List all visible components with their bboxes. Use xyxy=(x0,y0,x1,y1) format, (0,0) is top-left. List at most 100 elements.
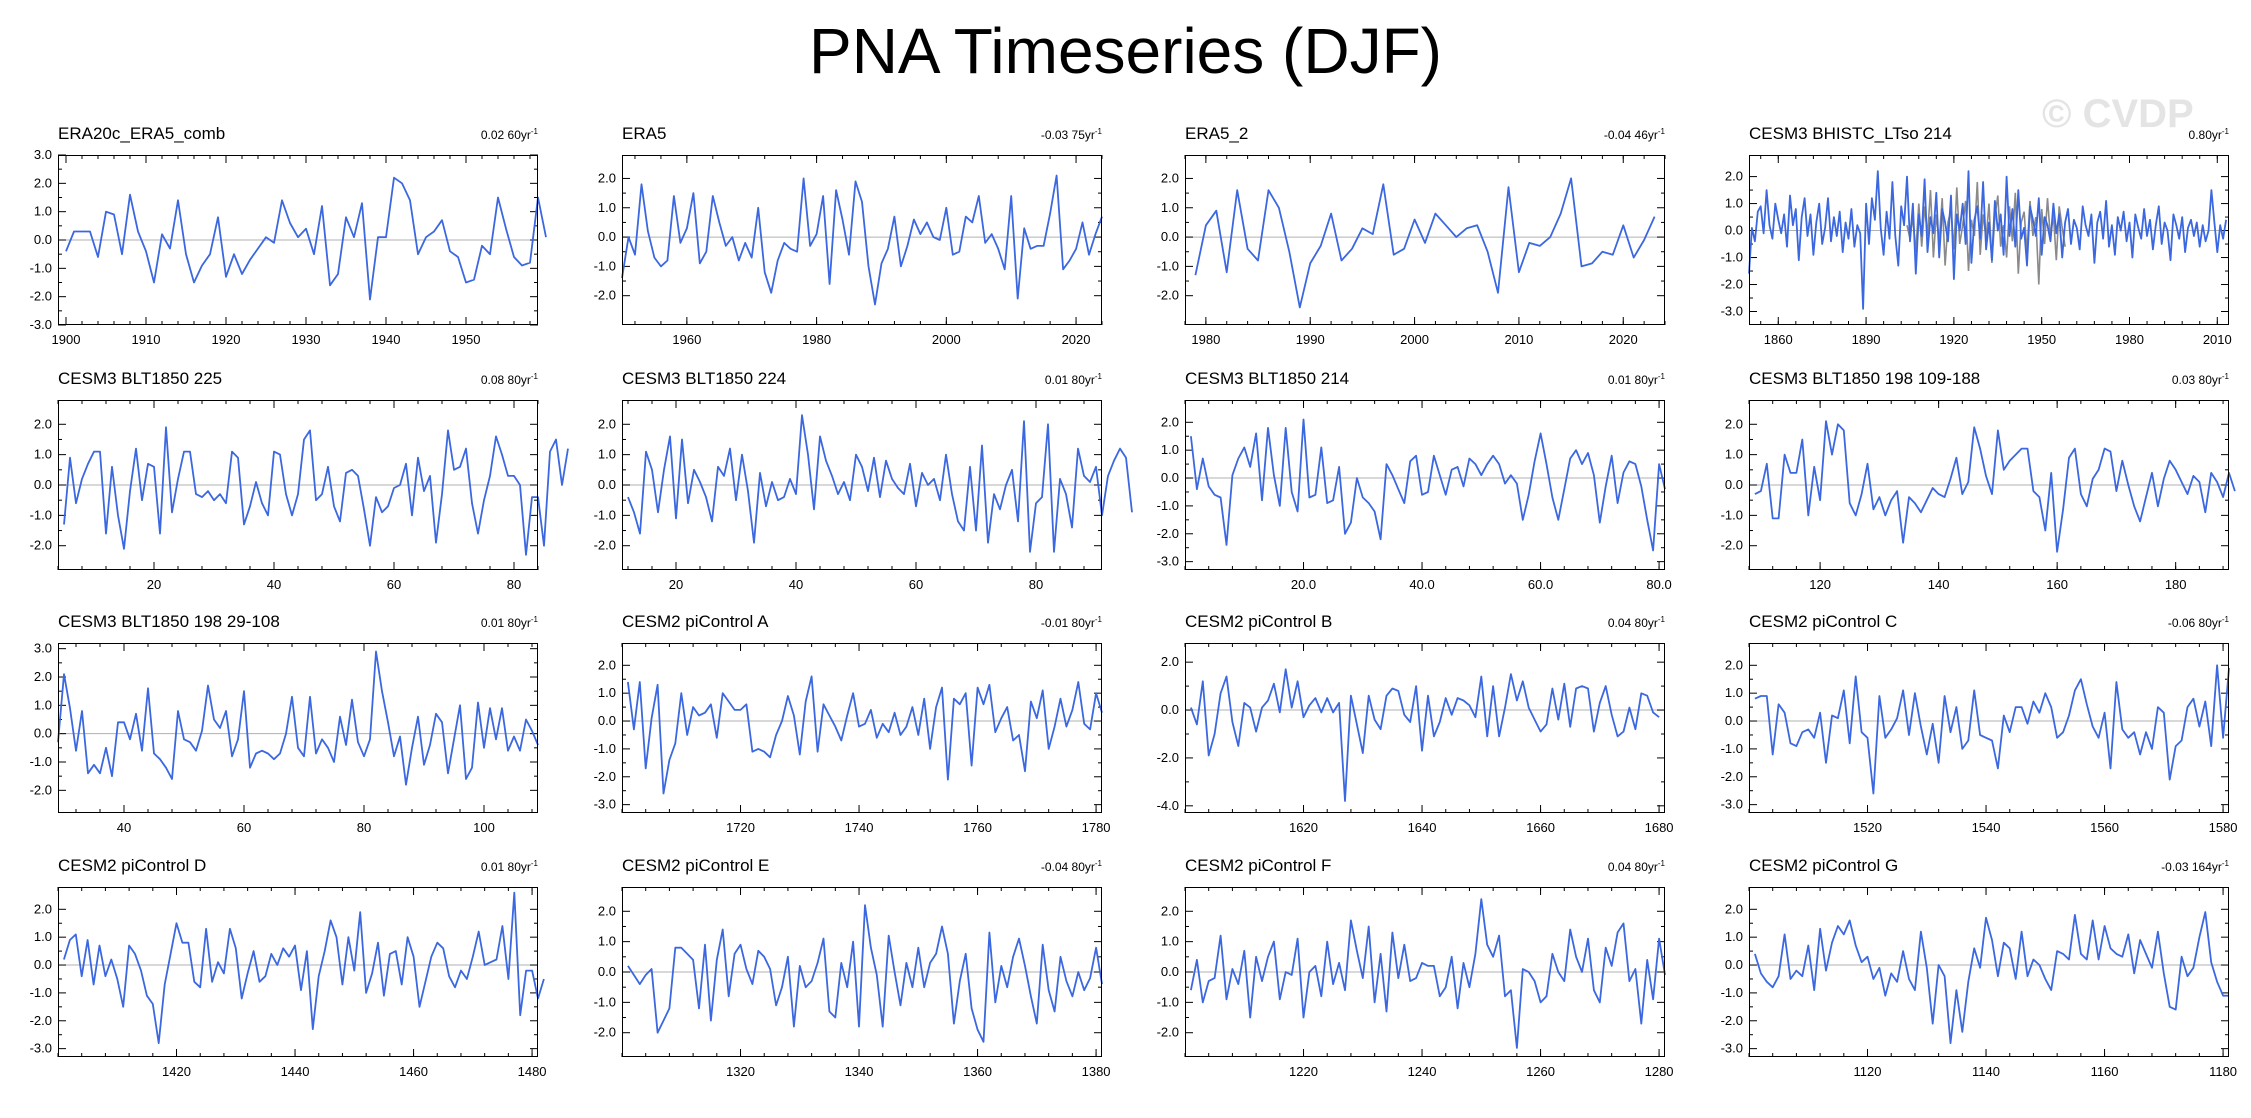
y-tick-label: -1.0 xyxy=(30,985,52,1000)
y-tick-label: 0.0 xyxy=(1725,957,1743,972)
y-tick-label: 1.0 xyxy=(1725,196,1743,211)
x-tick-label: 60 xyxy=(237,820,251,835)
y-tick-label: 1.0 xyxy=(34,929,52,944)
x-tick-label: 1540 xyxy=(1972,820,2001,835)
y-tick-label: -1.0 xyxy=(1721,741,1743,756)
x-tick-label: 1980 xyxy=(1191,332,1220,347)
timeseries-panel: 2.0 1.0 0.0 -1.0 -2.0 1320 1340 1360 1380 xyxy=(594,887,1111,1079)
y-tick-label: 1.0 xyxy=(1161,442,1179,457)
y-tick-label: -3.0 xyxy=(30,1041,52,1056)
panel-frame xyxy=(58,887,538,1057)
series-line xyxy=(65,176,547,301)
panel-trend-exponent: -1 xyxy=(1657,372,1665,381)
x-tick-label: 1420 xyxy=(162,1064,191,1079)
y-tick-label: 0.0 xyxy=(34,477,52,492)
y-tick-label: 0.0 xyxy=(1161,964,1179,979)
panel-trend-exponent: -1 xyxy=(1094,372,1102,381)
panel-title: CESM2 piControl E xyxy=(622,856,770,875)
x-tick-label: 100 xyxy=(473,820,495,835)
x-tick-label: 140 xyxy=(1928,577,1950,592)
timeseries-panel: 2.0 1.0 0.0 -1.0 -2.0 120 140 160 180 xyxy=(1721,400,2236,592)
panel-trend-value: 0.04 80yr xyxy=(1607,860,1658,874)
panel-title: CESM2 piControl B xyxy=(1185,612,1333,631)
y-tick-label: 1.0 xyxy=(1161,200,1179,215)
x-tick-label: 2020 xyxy=(1609,332,1638,347)
x-tick-label: 60 xyxy=(909,577,923,592)
panel-frame xyxy=(1185,887,1665,1057)
series-line xyxy=(57,650,539,786)
y-tick-label: -2.0 xyxy=(1721,769,1743,784)
series-line xyxy=(1190,898,1666,1049)
x-tick-label: 1140 xyxy=(1972,1064,2000,1079)
panel-trend-exponent: -1 xyxy=(1094,615,1102,624)
y-tick-label: 0.0 xyxy=(598,229,616,244)
panel-title: CESM2 piControl G xyxy=(1749,856,1899,875)
panel-trend-value: -0.04 80yr xyxy=(1040,860,1095,874)
timeseries-panel: 2.0 1.0 0.0 -1.0 -2.0 -3.0 1120 1140 1160 1180 xyxy=(1721,887,2237,1079)
y-tick-label: -2.0 xyxy=(1721,538,1743,553)
panel-trend: 0.08 80yr-1 xyxy=(481,372,538,387)
y-tick-label: 1.0 xyxy=(1161,934,1179,949)
x-tick-label: 160 xyxy=(2046,577,2068,592)
y-tick-label: -3.0 xyxy=(1721,1041,1743,1056)
panel-trend: -0.06 80yr-1 xyxy=(2168,615,2229,630)
y-tick-label: -2.0 xyxy=(1157,288,1179,303)
y-tick-label: -2.0 xyxy=(594,288,616,303)
y-tick-label: 0.0 xyxy=(598,964,616,979)
x-tick-label: 1440 xyxy=(281,1064,310,1079)
panel-title: CESM2 piControl C xyxy=(1749,612,1898,631)
panel-frame xyxy=(622,887,1102,1057)
panel-frame xyxy=(622,155,1102,325)
panel-frame xyxy=(1749,400,2229,570)
y-tick-label: 2.0 xyxy=(34,901,52,916)
series-line xyxy=(1748,170,2227,310)
series-line xyxy=(627,675,1103,795)
y-tick-label: -2.0 xyxy=(30,538,52,553)
panel-trend-value: -0.01 80yr xyxy=(1040,616,1095,630)
y-tick-label: -2.0 xyxy=(30,289,52,304)
panel-title: CESM2 piControl D xyxy=(58,856,207,875)
y-tick-label: -2.0 xyxy=(30,1013,52,1028)
y-tick-label: 1.0 xyxy=(1725,447,1743,462)
series-line xyxy=(621,174,1103,306)
y-tick-label: 2.0 xyxy=(34,669,52,684)
panel-frame xyxy=(58,155,538,325)
panel-title: CESM3 BHISTC_LTso 214 xyxy=(1749,124,1952,143)
x-tick-label: 2000 xyxy=(932,332,961,347)
panel-trend-value: -0.03 75yr xyxy=(1040,128,1095,142)
panel-trend-exponent: -1 xyxy=(1657,859,1665,868)
y-tick-label: -1.0 xyxy=(30,260,52,275)
panel-trend-value: 0.04 80yr xyxy=(1607,616,1658,630)
y-tick-label: -2.0 xyxy=(1157,1025,1179,1040)
y-tick-label: -1.0 xyxy=(1721,250,1743,265)
y-tick-label: -3.0 xyxy=(1157,554,1179,569)
x-tick-label: 1950 xyxy=(2027,332,2056,347)
panel-trend: -0.03 75yr-1 xyxy=(1041,127,1102,142)
timeseries-panel: 2.0 1.0 0.0 -1.0 -2.0 20 40 60 80 xyxy=(594,400,1133,592)
x-tick-label: 1460 xyxy=(399,1064,428,1079)
y-tick-label: 2.0 xyxy=(598,170,616,185)
y-tick-label: -3.0 xyxy=(1721,304,1743,319)
y-tick-label: -1.0 xyxy=(1157,994,1179,1009)
y-tick-label: 0.0 xyxy=(34,726,52,741)
x-tick-label: 40 xyxy=(117,820,131,835)
x-tick-label: 2020 xyxy=(1062,332,1091,347)
panel-trend-value: -0.03 164yr xyxy=(2161,860,2222,874)
series-line xyxy=(63,891,545,1045)
timeseries-panel: 3.0 2.0 1.0 0.0 -1.0 -2.0 40 60 80 100 xyxy=(30,641,539,835)
panel-trend: 0.01 80yr-1 xyxy=(1608,372,1665,387)
x-tick-label: 20 xyxy=(669,577,683,592)
y-tick-label: -2.0 xyxy=(1721,1013,1743,1028)
y-tick-label: 1.0 xyxy=(1725,685,1743,700)
panel-trend-value: 0.03 80yr xyxy=(2171,373,2222,387)
panel-frame xyxy=(1749,155,2229,325)
x-tick-label: 1260 xyxy=(1526,1064,1555,1079)
timeseries-panel: 2.0 1.0 0.0 -1.0 -2.0 1960 1980 2000 2020 xyxy=(594,155,1103,347)
panel-trend-exponent: -1 xyxy=(2221,127,2229,136)
panel-frame xyxy=(1749,643,2229,813)
panel-trend-value: 0.01 80yr xyxy=(1044,373,1095,387)
x-tick-label: 1120 xyxy=(1854,1064,1882,1079)
panel-trend-exponent: -1 xyxy=(530,859,538,868)
x-tick-label: 1360 xyxy=(963,1064,992,1079)
